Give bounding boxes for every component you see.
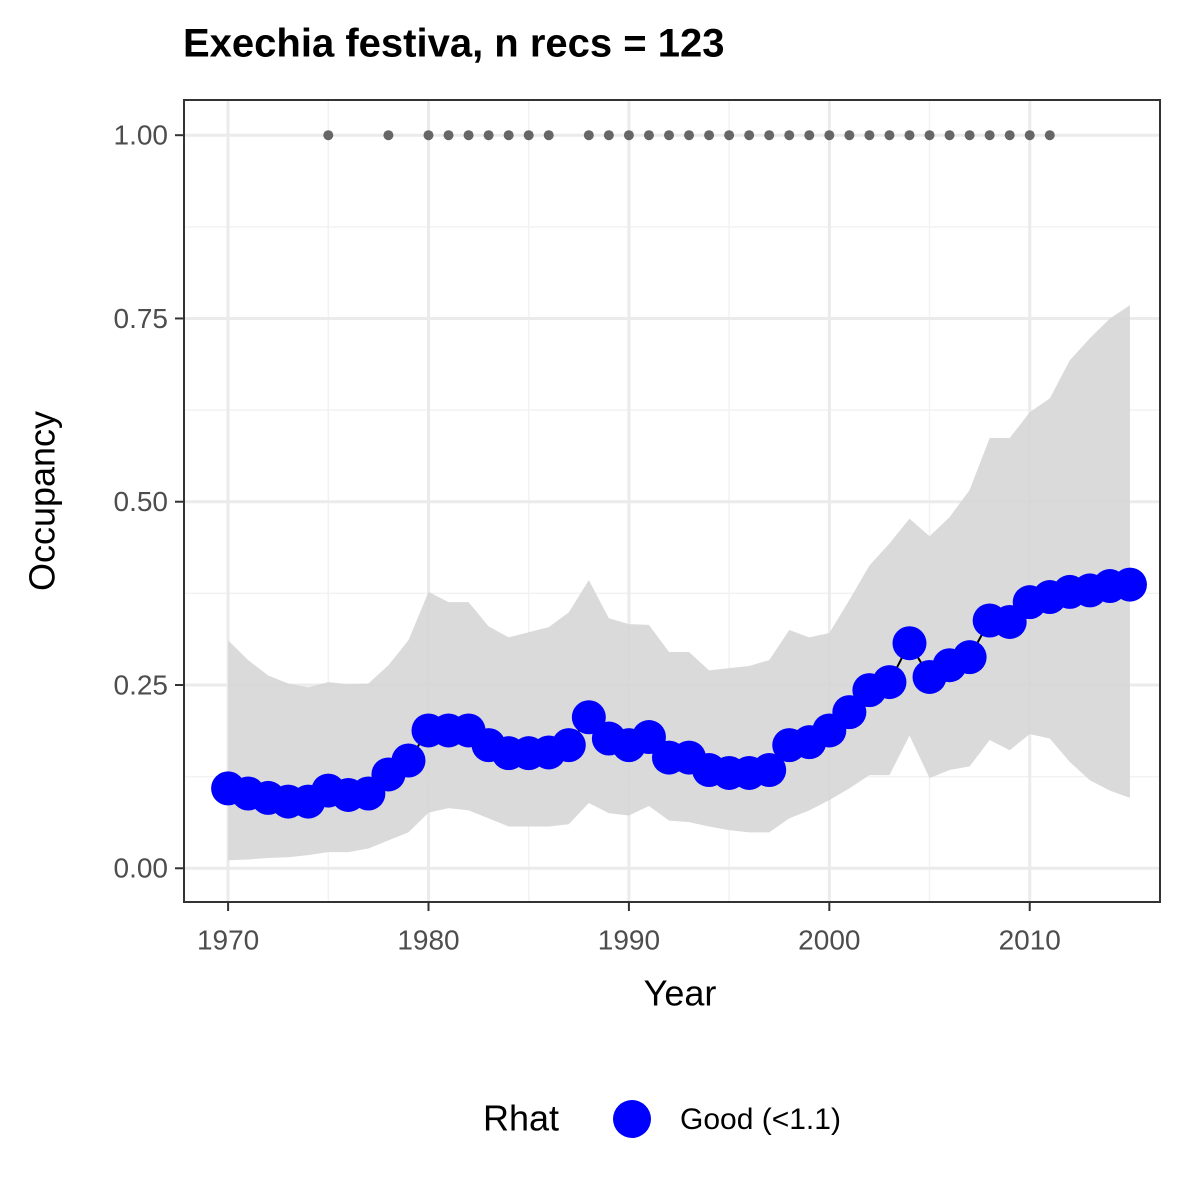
data-point: [892, 626, 927, 661]
record-point: [984, 130, 995, 141]
record-point: [663, 130, 674, 141]
data-point: [391, 743, 426, 778]
data-point: [1112, 567, 1147, 602]
record-point: [784, 130, 795, 141]
record-point: [1004, 130, 1015, 141]
y-tick-label: 1.00: [114, 120, 169, 151]
x-tick-label: 2000: [798, 924, 860, 955]
record-point: [323, 130, 334, 141]
record-point: [944, 130, 955, 141]
record-point: [804, 130, 815, 141]
record-point: [684, 130, 695, 141]
record-point: [443, 130, 454, 141]
record-point: [503, 130, 514, 141]
record-point: [964, 130, 975, 141]
record-point: [603, 130, 614, 141]
record-point: [423, 130, 434, 141]
data-point: [571, 700, 606, 735]
record-point: [523, 130, 534, 141]
chart-title: Exechia festiva, n recs = 123: [183, 22, 724, 66]
record-point: [623, 130, 634, 141]
record-point: [463, 130, 474, 141]
record-point: [483, 130, 494, 141]
data-point: [551, 728, 586, 763]
record-point: [1044, 130, 1055, 141]
y-tick-label: 0.00: [114, 853, 169, 884]
data-point: [952, 640, 987, 675]
record-point: [884, 130, 895, 141]
record-point: [764, 130, 775, 141]
record-point: [724, 130, 735, 141]
record-point: [704, 130, 715, 141]
y-tick-label: 0.75: [114, 303, 169, 334]
data-point: [832, 695, 867, 730]
record-point: [824, 130, 835, 141]
record-point: [583, 130, 594, 141]
x-tick-label: 1970: [197, 924, 259, 955]
legend-label: Good (<1.1): [680, 1103, 841, 1136]
x-tick-label: 1980: [397, 924, 459, 955]
x-axis-title: Year: [644, 973, 717, 1014]
record-point: [744, 130, 755, 141]
legend-title: Rhat: [483, 1098, 559, 1139]
record-point: [844, 130, 855, 141]
legend-key: [613, 1100, 651, 1138]
record-point: [864, 130, 875, 141]
record-point: [904, 130, 915, 141]
record-point: [383, 130, 394, 141]
record-point: [643, 130, 654, 141]
data-point: [872, 665, 907, 700]
data-point: [752, 753, 787, 788]
y-tick-label: 0.25: [114, 669, 169, 700]
record-point: [1024, 130, 1035, 141]
x-tick-label: 2010: [999, 924, 1061, 955]
y-tick-label: 0.50: [114, 486, 169, 517]
record-point: [543, 130, 554, 141]
y-axis-title: Occupancy: [22, 411, 63, 591]
x-tick-label: 1990: [598, 924, 660, 955]
record-point: [924, 130, 935, 141]
